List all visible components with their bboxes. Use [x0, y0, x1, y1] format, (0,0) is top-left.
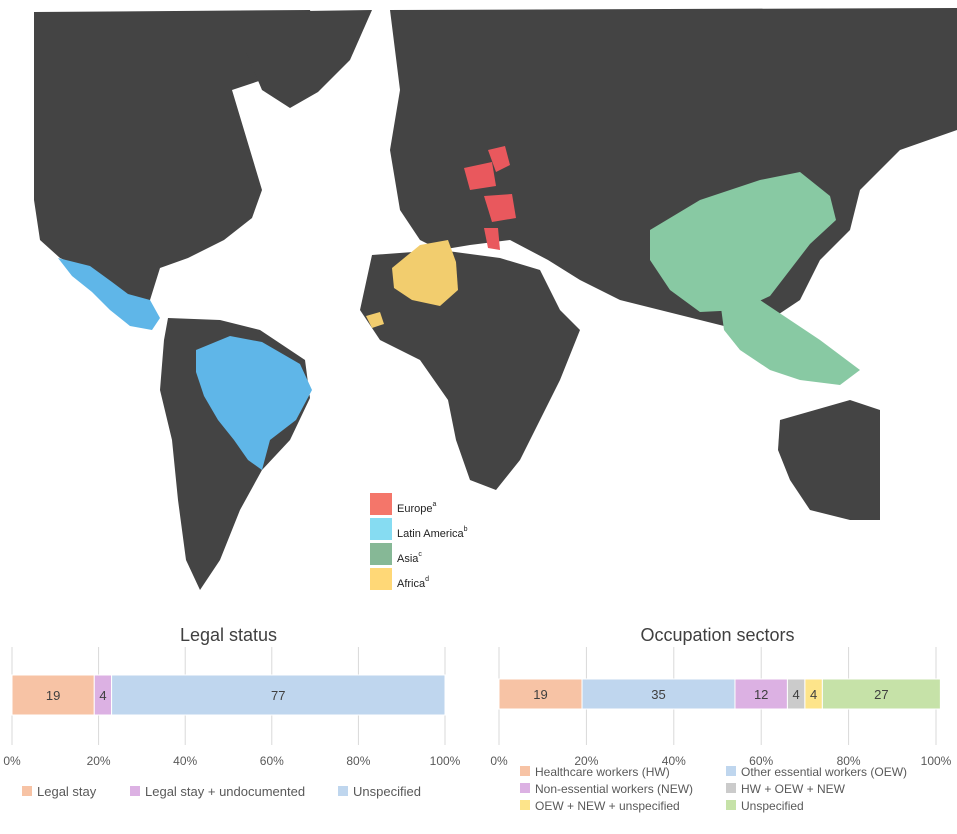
tick-label: 20%: [574, 754, 598, 768]
tick-label: 0%: [490, 754, 508, 768]
tick-label: 60%: [749, 754, 773, 768]
legend-swatch-africa: [370, 568, 392, 590]
legend-swatch-europe: [370, 493, 392, 515]
legend-swatch: [520, 800, 530, 810]
legend-label-europe: Europea: [397, 501, 436, 515]
legend-label: Healthcare workers (HW): [535, 765, 670, 779]
legend-label: OEW + NEW + unspecified: [535, 799, 680, 813]
legend-swatch-latin-america: [370, 518, 392, 540]
region-baltics: [488, 146, 510, 172]
legend-swatch: [726, 783, 736, 793]
tick-label: 100%: [921, 754, 952, 768]
bar-segment: [581, 678, 736, 710]
legend-label-africa: Africad: [397, 576, 429, 590]
bar-segment: [498, 678, 583, 710]
tick-label: 80%: [837, 754, 861, 768]
legend-swatch-asia: [370, 543, 392, 565]
land-australia: [778, 400, 880, 520]
legend-label: Unspecified: [353, 784, 421, 799]
legend-swatch: [130, 786, 140, 796]
region-senegal: [366, 312, 384, 328]
land-north-america: [34, 10, 318, 300]
bar-segment: [821, 678, 941, 710]
legend-label-latin-america: Latin Americab: [397, 526, 468, 540]
legend-swatch: [726, 800, 736, 810]
bar-segment: [734, 678, 788, 710]
land-eurasia: [390, 8, 957, 330]
data-label: 35: [651, 687, 665, 702]
region-poland: [464, 162, 496, 190]
tick-label: 60%: [260, 754, 284, 768]
land-africa: [360, 250, 580, 490]
chart-title: Legal status: [180, 625, 277, 645]
data-label: 12: [754, 687, 768, 702]
world-map: Europea Latin Americab Asiac Africad: [34, 8, 957, 590]
tick-label: 80%: [346, 754, 370, 768]
tick-label: 40%: [173, 754, 197, 768]
data-label: 19: [46, 688, 60, 703]
tick-label: 20%: [87, 754, 111, 768]
region-china: [650, 172, 836, 312]
legend-label-asia: Asiac: [397, 551, 422, 565]
region-romania: [484, 194, 516, 222]
tick-label: 40%: [662, 754, 686, 768]
legend-label: HW + OEW + NEW: [741, 782, 846, 796]
data-label: 77: [271, 688, 285, 703]
legend-label: Legal stay: [37, 784, 97, 799]
region-brazil: [196, 336, 312, 470]
legend-label: Other essential workers (OEW): [741, 765, 907, 779]
data-label: 4: [810, 687, 817, 702]
bar-segment: [111, 674, 446, 716]
tick-label: 100%: [430, 754, 461, 768]
legend-label: Legal stay + undocumented: [145, 784, 305, 799]
tick-label: 0%: [3, 754, 21, 768]
region-mexico: [58, 258, 160, 330]
legend-label: Unspecified: [741, 799, 804, 813]
data-label: 4: [793, 687, 800, 702]
region-greece: [484, 228, 500, 250]
data-label: 4: [99, 688, 106, 703]
data-label: 27: [874, 687, 888, 702]
legend-swatch: [726, 766, 736, 776]
legend-label: Non-essential workers (NEW): [535, 782, 693, 796]
data-label: 19: [533, 687, 547, 702]
map-legend: Europea Latin Americab Asiac Africad: [370, 493, 468, 590]
legal-status-chart: Legal status 0% 20% 40% 60% 80% 100% 19 4 77 Legal…: [3, 625, 461, 799]
chart-title: Occupation sectors: [640, 625, 794, 645]
region-southeast-asia: [720, 300, 860, 385]
land-greenland: [240, 10, 372, 108]
bar-segment: [11, 674, 95, 716]
legend-swatch: [338, 786, 348, 796]
legend-swatch: [22, 786, 32, 796]
legend-swatch: [520, 766, 530, 776]
occupation-sectors-chart: Occupation sectors 0% 20% 40% 60% 80% 100% 19 35…: [490, 625, 952, 813]
legend-swatch: [520, 783, 530, 793]
region-algeria: [392, 240, 458, 306]
